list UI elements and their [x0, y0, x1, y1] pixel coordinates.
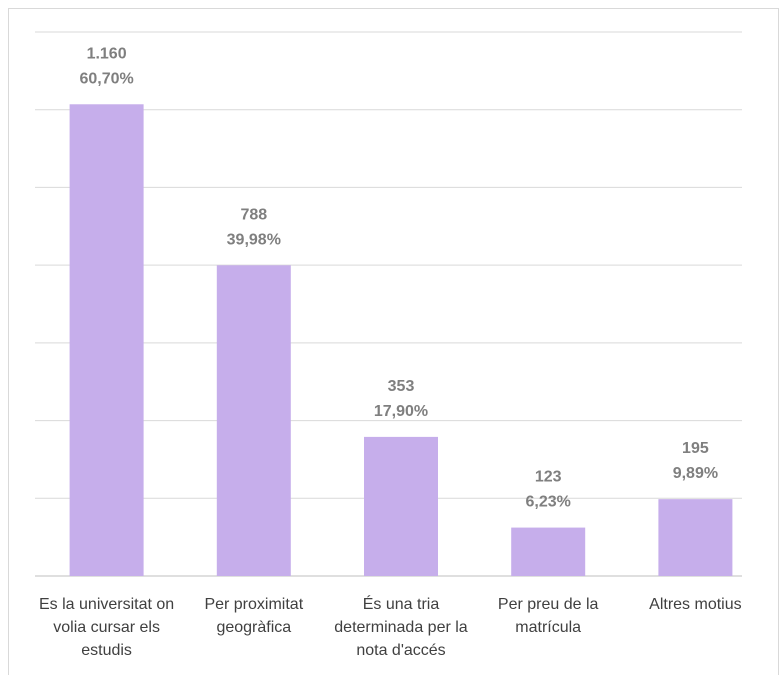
x-tick-label: Es la universitat on volia cursar els es…: [39, 596, 175, 659]
bar: [658, 499, 733, 576]
count-label: 195: [682, 440, 709, 457]
value-label: 60,70%: [79, 70, 133, 87]
bar: [69, 104, 144, 576]
count-label: 788: [240, 206, 267, 223]
value-label: 39,98%: [227, 231, 281, 248]
x-tick-label: Per proximitat geogràfica: [204, 596, 304, 636]
x-tick-label: És una tria determinada per la nota d'ac…: [334, 596, 468, 659]
bar: [364, 436, 438, 576]
chart-border: [8, 8, 779, 675]
count-label: 353: [388, 378, 415, 395]
value-label: 9,89%: [673, 465, 718, 482]
x-tick-label: Altres motius: [649, 596, 742, 613]
value-label: 6,23%: [526, 494, 571, 511]
bar: [511, 527, 586, 576]
count-label: 1.160: [87, 45, 127, 62]
bar: [216, 265, 291, 576]
count-label: 123: [535, 469, 562, 486]
value-label: 17,90%: [374, 403, 428, 420]
x-tick-label: Per preu de la matrícula: [497, 596, 599, 636]
